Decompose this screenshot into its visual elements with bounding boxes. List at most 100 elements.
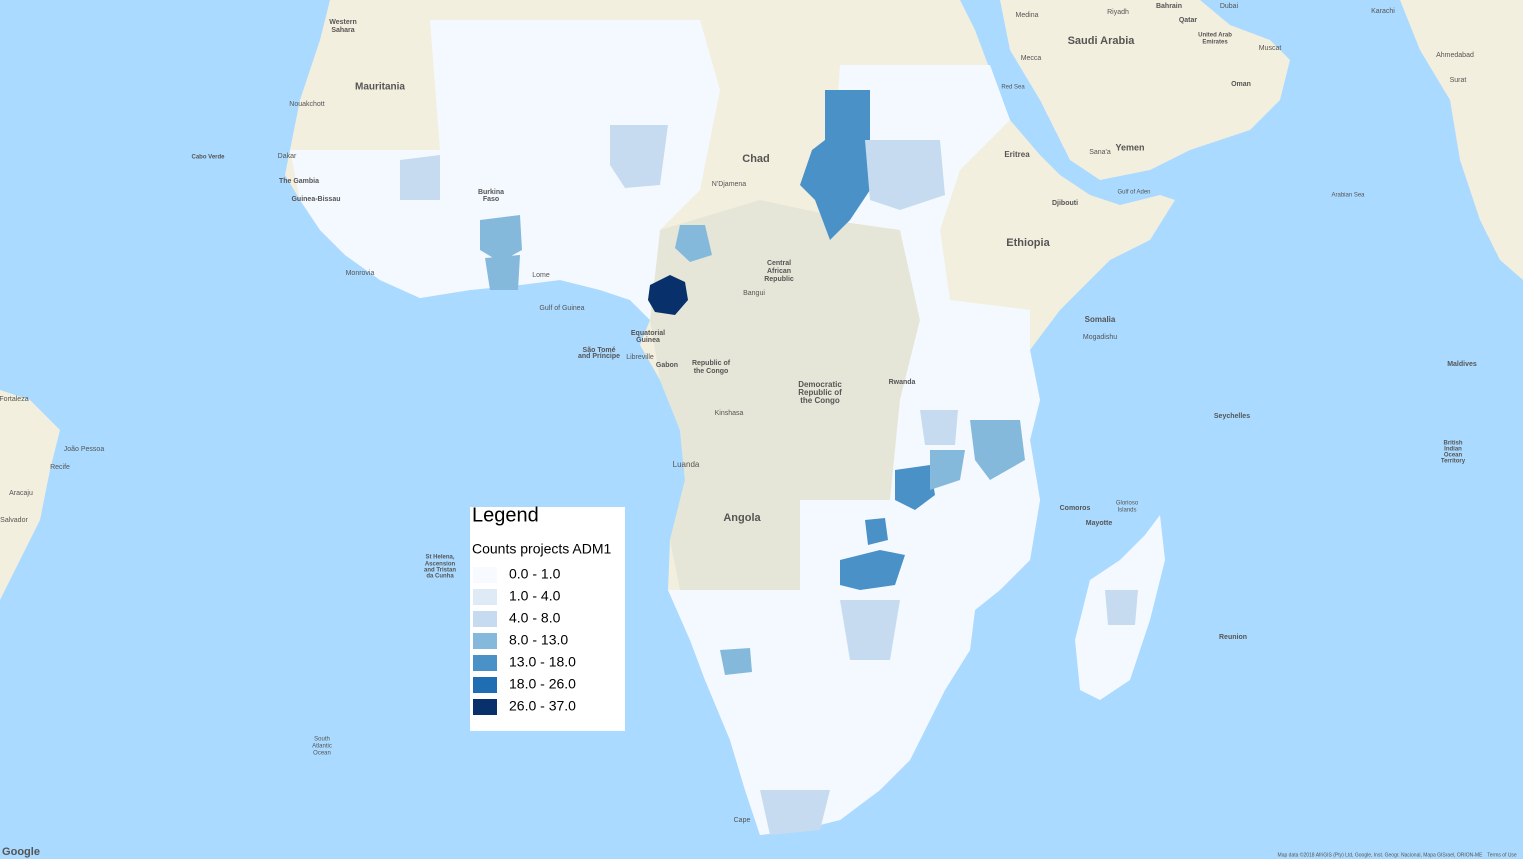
map-label: Central [767, 260, 791, 267]
map-label: N'Djamena [712, 181, 747, 188]
map-label: Map data ©2018 AfriGIS (Pty) Ltd, Google… [1278, 851, 1484, 858]
map-label: Guinea [636, 337, 660, 344]
region-high [840, 465, 935, 590]
map-label: Bahrain [1156, 3, 1182, 10]
map-label: Indian [1444, 447, 1462, 453]
west-africa-region [290, 20, 720, 320]
map-label: Qatar [1179, 17, 1198, 24]
map-label: Gabon [656, 362, 678, 369]
legend-label: 26.0 - 37.0 [509, 698, 576, 714]
map-label: Medina [1016, 12, 1039, 19]
map-label: Bangui [743, 290, 765, 297]
map-label: Eritrea [1004, 150, 1030, 159]
map-label: Google [2, 846, 40, 858]
map-label: the Congo [800, 396, 840, 405]
map-label: Reunion [1219, 634, 1247, 641]
legend-swatch [473, 699, 497, 715]
map-label: Democratic [798, 380, 842, 389]
legend-swatch [473, 589, 497, 605]
map-label: United Arab [1198, 33, 1232, 39]
map-label: Cabo Verde [191, 155, 225, 161]
map-label: Surat [1450, 77, 1467, 84]
map-label: Faso [483, 196, 499, 203]
legend-label: 18.0 - 26.0 [509, 676, 576, 692]
map-label: Territory [1441, 459, 1466, 465]
legend-label: 13.0 - 18.0 [509, 654, 576, 670]
legend-label: 0.0 - 1.0 [509, 566, 561, 582]
map-label: Ethiopia [1006, 237, 1050, 249]
map-label: Lome [532, 272, 550, 279]
map-label: St Helena, [425, 555, 454, 561]
map-label: Sahara [331, 27, 354, 34]
map-label: British [1443, 441, 1462, 447]
map-label: Aracaju [9, 490, 33, 497]
map-label: João Pessoa [64, 446, 105, 453]
map-label: Burkina [478, 189, 504, 196]
map-label: Ascension [425, 562, 456, 568]
map-label: Recife [50, 464, 70, 471]
map-label: Western [329, 19, 357, 26]
map-label: Equatorial [631, 330, 665, 337]
map-label: Terms of Use [1487, 852, 1517, 858]
map-label: Republic of [692, 360, 731, 367]
map-label: Maldives [1447, 361, 1477, 368]
legend-swatch [473, 611, 497, 627]
map-label: Ocean [313, 751, 331, 757]
map-label: and Príncipe [578, 353, 620, 360]
map-label: the Congo [694, 368, 729, 375]
map-label: Red Sea [1001, 85, 1025, 91]
east-south-region [668, 65, 1040, 835]
map-label: Saudi Arabia [1068, 35, 1136, 47]
legend-swatch [473, 633, 497, 649]
map-label: Mecca [1021, 55, 1042, 62]
legend-label: 4.0 - 8.0 [509, 610, 561, 626]
legend-label: 1.0 - 4.0 [509, 588, 561, 604]
map-label: Kinshasa [715, 410, 744, 417]
map-label: Yemen [1115, 142, 1144, 152]
map-label: Karachi [1371, 8, 1395, 15]
map-label: Comoros [1060, 505, 1091, 512]
map-label: Oman [1231, 81, 1251, 88]
region-highest [648, 275, 688, 315]
region-high [800, 90, 870, 240]
legend-title: Legend [472, 504, 539, 526]
map-label: Gulf of Aden [1117, 190, 1150, 196]
legend-subtitle: Counts projects ADM1 [472, 541, 611, 557]
map-label: Luanda [673, 460, 700, 469]
map-label: Angola [723, 512, 761, 524]
map-label: Republic of [798, 388, 842, 397]
map-label: South [314, 737, 330, 743]
map-label: Mauritania [355, 82, 405, 93]
map-label: Emirates [1202, 40, 1228, 46]
legend-swatch [473, 655, 497, 671]
map-label: Sana'a [1089, 149, 1111, 156]
map-label: The Gambia [279, 178, 319, 185]
map-label: Libreville [626, 354, 654, 361]
map-label: Rwanda [889, 379, 916, 386]
map-label: Ahmedabad [1436, 52, 1474, 59]
map-label: Somalia [1085, 315, 1116, 324]
legend-swatch [473, 677, 497, 693]
map-label: Chad [742, 153, 770, 165]
map-label: Cape [734, 817, 751, 824]
map-label: da Cunha [426, 574, 454, 580]
map-label: Glorioso [1116, 501, 1139, 507]
map-label: Fortaleza [0, 396, 29, 403]
legend-swatch [473, 567, 497, 583]
map-label: and Tristan [424, 568, 456, 574]
map-label: Ocean [1444, 453, 1463, 459]
south-america [0, 390, 60, 600]
map-label: São Tomé [583, 347, 616, 354]
map-label: Monrovia [346, 270, 375, 277]
legend-label: 8.0 - 13.0 [509, 632, 568, 648]
map-label: Djibouti [1052, 200, 1078, 207]
map-label: African [767, 268, 791, 275]
map-label: Mayotte [1086, 520, 1113, 527]
map-label: Salvador [0, 517, 28, 524]
map-label: Arabian Sea [1331, 193, 1365, 199]
central-africa [650, 200, 920, 590]
map-label: Muscat [1259, 45, 1282, 52]
map-label: Mogadishu [1083, 334, 1117, 341]
map-label: Seychelles [1214, 413, 1250, 420]
